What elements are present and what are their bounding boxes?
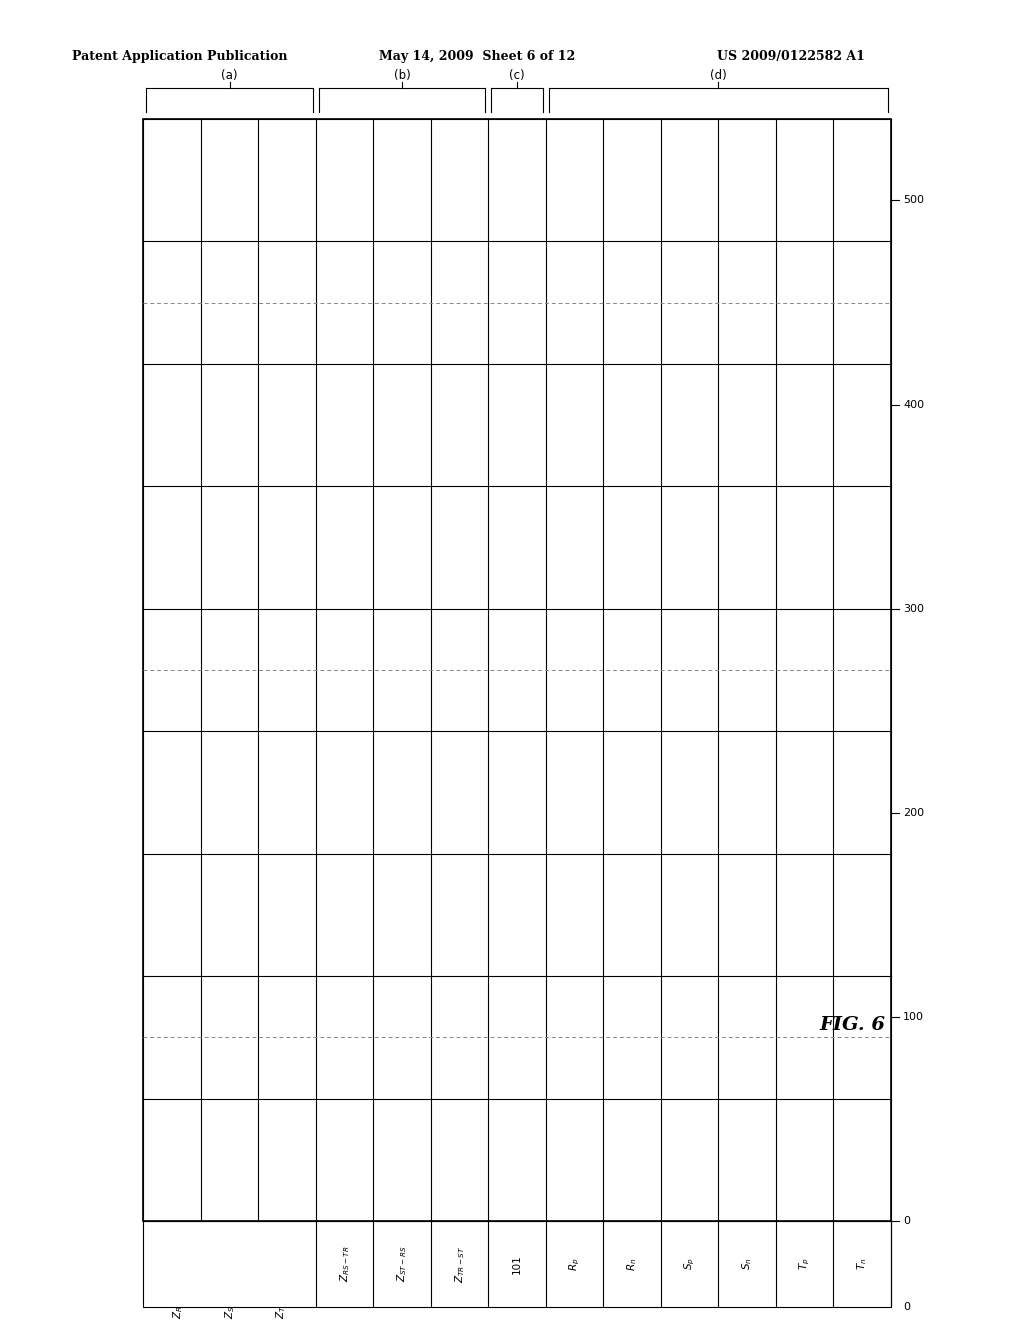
Text: 110: 110 xyxy=(427,216,525,242)
Text: 300: 300 xyxy=(903,603,925,614)
Text: $T_p$: $T_p$ xyxy=(798,1258,812,1270)
Text: 110: 110 xyxy=(512,293,522,312)
Text: FIG. 6: FIG. 6 xyxy=(819,1015,885,1034)
Text: (a): (a) xyxy=(221,69,238,82)
Text: 100: 100 xyxy=(903,1012,925,1022)
Text: 011: 011 xyxy=(438,603,525,630)
Text: 100: 100 xyxy=(512,416,522,434)
Text: $S_n$: $S_n$ xyxy=(740,1258,754,1270)
Text: Patent Application Publication: Patent Application Publication xyxy=(72,50,287,63)
Text: 101: 101 xyxy=(512,539,522,556)
Text: 011: 011 xyxy=(512,784,522,801)
Text: 010: 010 xyxy=(512,906,522,924)
Text: $T_n$: $T_n$ xyxy=(855,1258,869,1270)
Text: $V_{RS}$: $V_{RS}$ xyxy=(176,857,197,871)
Text: $S_p$: $S_p$ xyxy=(682,1258,696,1270)
Text: May 14, 2009  Sheet 6 of 12: May 14, 2009 Sheet 6 of 12 xyxy=(379,50,575,63)
Text: $V_{ST}$: $V_{ST}$ xyxy=(267,602,287,615)
Text: 200: 200 xyxy=(903,808,925,818)
Text: 101: 101 xyxy=(512,1254,522,1274)
Text: US 2009/0122582 A1: US 2009/0122582 A1 xyxy=(717,50,864,63)
Text: 010: 010 xyxy=(512,172,522,189)
Text: $Z_{ST-RS}$: $Z_{ST-RS}$ xyxy=(222,1282,237,1319)
Text: $Z_{TR-ST}$: $Z_{TR-ST}$ xyxy=(453,1245,467,1283)
Text: 400: 400 xyxy=(903,400,925,409)
Text: 001: 001 xyxy=(512,661,522,678)
Text: (d): (d) xyxy=(710,69,727,82)
Text: (c): (c) xyxy=(509,69,525,82)
Text: 0: 0 xyxy=(903,1302,910,1312)
Text: 500: 500 xyxy=(903,195,925,206)
Text: $Z_{ST-RS}$: $Z_{ST-RS}$ xyxy=(395,1246,409,1282)
Text: $Z_{RS-TR}$: $Z_{RS-TR}$ xyxy=(338,1246,351,1282)
Text: $R_p$: $R_p$ xyxy=(567,1257,582,1271)
Text: 100: 100 xyxy=(438,318,530,362)
Text: 010: 010 xyxy=(461,696,503,729)
Text: 110: 110 xyxy=(512,1028,522,1047)
Text: (b): (b) xyxy=(394,69,411,82)
Text: $Z_{TR-ST}$: $Z_{TR-ST}$ xyxy=(274,1282,289,1320)
Text: $V_{TR}$: $V_{TR}$ xyxy=(246,1061,265,1074)
Text: 0: 0 xyxy=(903,1216,910,1226)
Text: $Z_{RS-TR}$: $Z_{RS-TR}$ xyxy=(171,1282,184,1319)
Text: 100: 100 xyxy=(512,1151,522,1168)
Text: $R_n$: $R_n$ xyxy=(626,1257,639,1271)
